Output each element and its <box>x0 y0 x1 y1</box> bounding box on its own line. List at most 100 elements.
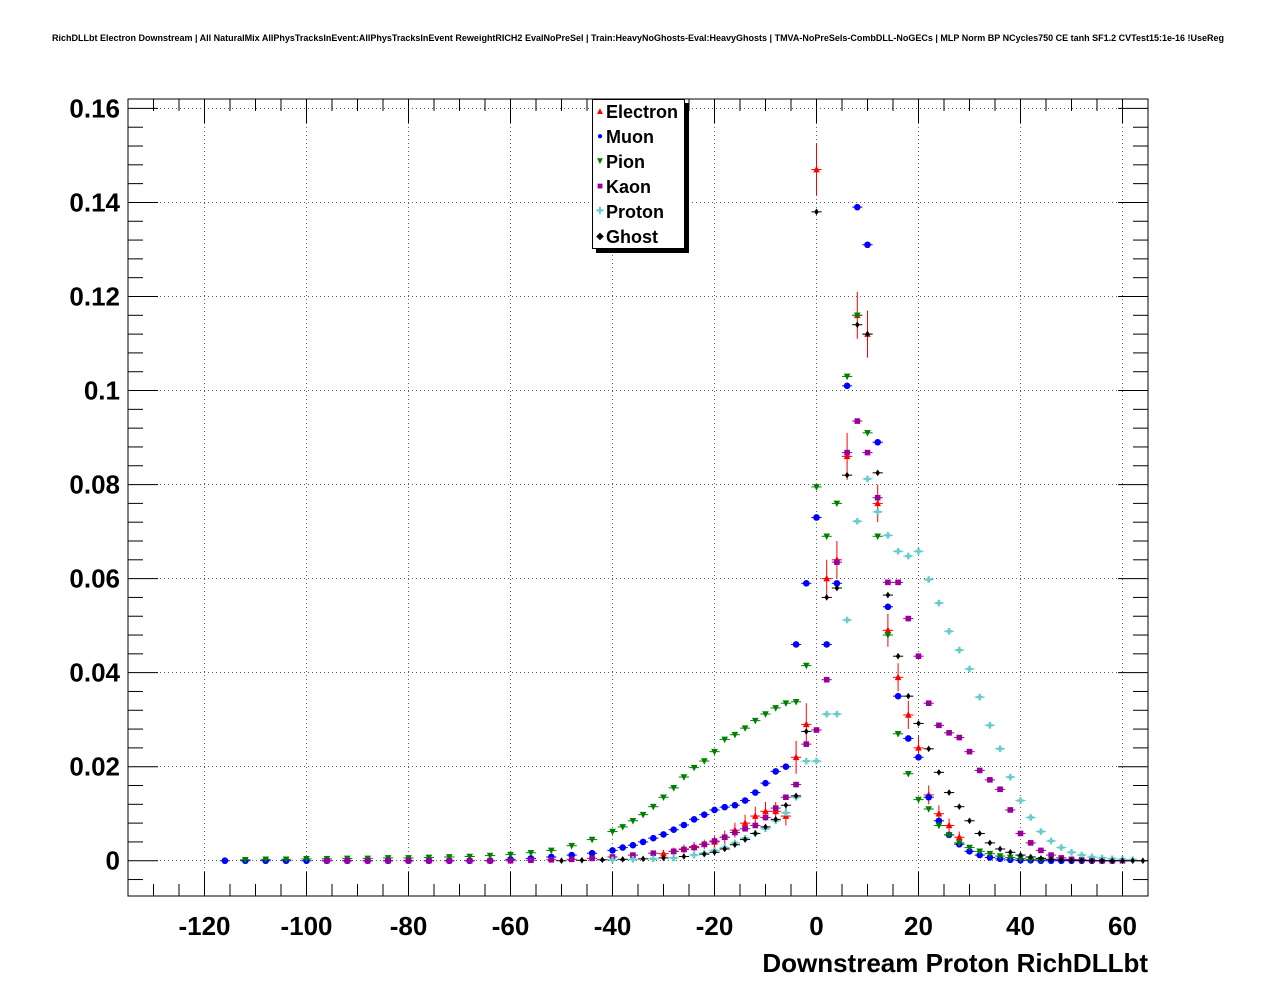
ghost-point <box>620 856 625 863</box>
kaon-point <box>772 805 779 811</box>
tick-labels: -120 -100 -80 -60 -40 -20 0 20 40 60 0 0.02 0.04 0.06… <box>69 93 1137 941</box>
ghost-point <box>742 836 748 843</box>
pion-point <box>242 856 249 864</box>
proton-point <box>976 693 983 701</box>
muon-point <box>772 768 779 775</box>
kaon-point <box>507 857 514 864</box>
kaon-point <box>670 848 677 855</box>
legend-item-electron: ▲ Electron <box>595 101 678 123</box>
pion-point <box>843 373 851 381</box>
ghost-point <box>946 789 952 796</box>
pion-point <box>588 836 596 844</box>
kaon-point <box>783 794 789 801</box>
y-tick-label: 0.06 <box>69 564 120 594</box>
proton-point <box>1078 851 1085 859</box>
proton-point <box>629 856 637 863</box>
ghost-point <box>1008 848 1013 856</box>
ghost-point <box>600 856 605 864</box>
pion-point <box>303 856 310 863</box>
kaon-point <box>732 829 738 836</box>
pion-point <box>915 796 922 804</box>
proton-point <box>894 548 902 555</box>
kaon-point <box>946 730 952 736</box>
kaon-point <box>966 748 973 755</box>
pion-point <box>721 736 728 744</box>
kaon-point <box>711 838 718 844</box>
ghost-point <box>753 830 758 837</box>
proton-point <box>884 532 892 539</box>
ghost-point <box>916 720 921 727</box>
kaon-point <box>987 777 993 783</box>
kaon-point <box>701 841 708 848</box>
legend-marker-icon: ✚ <box>595 206 605 217</box>
muon-point <box>609 847 616 854</box>
electron-point <box>741 819 749 826</box>
kaon-point <box>1048 852 1054 858</box>
proton-point <box>915 548 922 555</box>
legend-label: Kaon <box>606 176 651 197</box>
legend: ▲ Electron ● Muon ▼ Pion ■ Kaon ✚ Proton ◆ Ghost <box>592 99 685 249</box>
pion-point <box>731 731 739 739</box>
muon-point <box>660 831 667 838</box>
x-tick-label: -20 <box>696 911 734 941</box>
muon-point <box>925 793 932 801</box>
electron-point <box>874 499 881 507</box>
pion-point <box>823 533 830 541</box>
ghost-point <box>1048 856 1054 863</box>
muon-point <box>690 816 698 823</box>
kaon-point <box>1027 840 1034 846</box>
pion-point <box>680 774 688 781</box>
muon-point <box>639 838 647 846</box>
pion-point <box>935 822 943 830</box>
ghost-point <box>1089 857 1095 865</box>
pion-point <box>466 853 473 861</box>
kaon-point <box>936 722 942 729</box>
kaon-point <box>344 857 351 864</box>
pion-point <box>762 711 769 718</box>
kaon-point <box>681 846 687 853</box>
ghost-point <box>855 321 860 328</box>
kaon-point <box>925 700 932 707</box>
kaon-point <box>752 822 759 829</box>
pion-point <box>741 725 749 732</box>
kaon-point <box>885 579 891 586</box>
pion-point <box>486 852 494 860</box>
proton-point <box>1027 814 1034 821</box>
pion-point <box>507 851 514 859</box>
kaon-point <box>854 418 861 424</box>
muon-point <box>803 580 810 587</box>
ghost-point <box>895 652 901 660</box>
pion-point <box>782 700 790 708</box>
kaon-point <box>466 857 473 864</box>
ghost-point <box>834 584 840 592</box>
pion-point <box>629 817 637 825</box>
muon-point <box>721 803 728 811</box>
kaon-point <box>691 844 697 851</box>
x-tick-label: -80 <box>390 911 428 941</box>
ghost-point <box>804 728 809 735</box>
ghost-point <box>783 801 789 809</box>
pion-point <box>813 484 820 491</box>
ghost-point <box>1120 857 1125 865</box>
muon-point <box>782 763 790 770</box>
ghost-point <box>997 845 1003 853</box>
kaon-point <box>364 857 371 864</box>
kaon-point <box>905 615 912 622</box>
proton-point <box>956 646 963 654</box>
kaon-point <box>1038 847 1044 854</box>
kaon-point <box>823 676 830 683</box>
y-tick-label: 0.12 <box>69 281 120 311</box>
pion-point <box>609 828 616 836</box>
ghost-point <box>793 792 799 800</box>
muon-point <box>629 841 637 849</box>
muon-point <box>221 857 229 865</box>
ghost-point <box>712 848 717 856</box>
pion-point <box>711 748 718 756</box>
kaon-point <box>915 653 922 659</box>
kaon-point <box>762 814 769 821</box>
kaon-point <box>324 857 330 864</box>
chart-title: RichDLLbt Electron Downstream | All Natu… <box>51 33 1225 43</box>
electron-point <box>803 720 810 728</box>
ghost-point <box>702 850 707 858</box>
legend-label: Muon <box>606 126 654 147</box>
